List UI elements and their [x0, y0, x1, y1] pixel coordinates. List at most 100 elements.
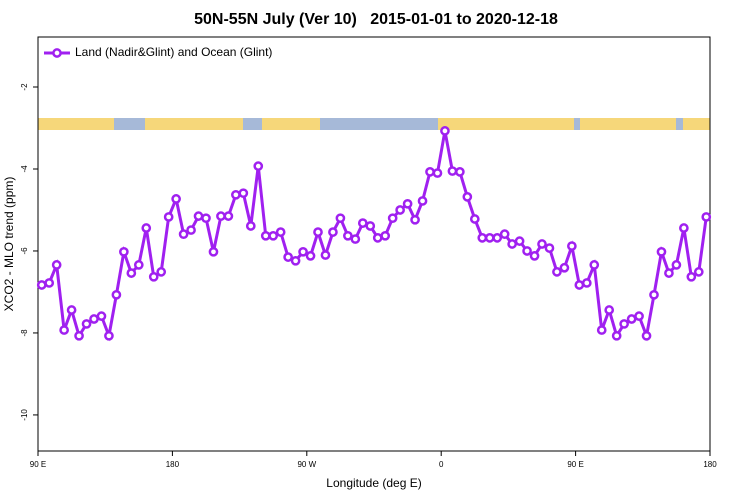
data-point — [679, 223, 689, 233]
data-point — [634, 311, 644, 321]
data-point — [492, 233, 503, 243]
data-point — [81, 319, 92, 329]
data-point — [455, 167, 465, 177]
x-tick-label: 0 — [439, 460, 444, 469]
data-point — [66, 305, 77, 315]
data-point — [462, 192, 473, 202]
data-point — [611, 330, 622, 341]
data-point — [469, 214, 480, 224]
data-point — [343, 230, 353, 241]
data-point — [208, 246, 219, 257]
data-point — [522, 246, 532, 256]
data-point — [544, 243, 555, 253]
data-point — [596, 325, 607, 335]
data-point — [148, 271, 159, 282]
data-point — [619, 319, 629, 329]
data-point — [133, 260, 144, 270]
data-point — [664, 268, 674, 278]
chart-title: 50N-55N July (Ver 10) 2015-01-01 to 2020… — [194, 11, 558, 28]
data-point — [104, 330, 114, 341]
data-point — [283, 252, 293, 262]
data-point — [275, 227, 286, 237]
data-point — [484, 233, 495, 243]
data-point — [507, 239, 517, 249]
y-axis-label: XCO2 - MLO trend (ppm) — [2, 177, 16, 312]
data-point — [119, 246, 129, 257]
plot-frame — [37, 36, 711, 452]
data-point — [260, 230, 271, 241]
data-point — [36, 280, 47, 290]
data-point — [656, 246, 667, 257]
data-point — [402, 198, 413, 209]
data-point — [290, 255, 301, 266]
data-point — [320, 250, 331, 260]
data-point — [313, 227, 323, 237]
x-tick-label: 180 — [166, 460, 180, 469]
data-point — [529, 251, 540, 261]
legend-marker — [52, 48, 62, 58]
data-point — [298, 246, 308, 257]
x-tick-label: 90 W — [297, 460, 316, 469]
land-ocean-mask — [38, 118, 710, 130]
legend-label: Land (Nadir&Glint) and Ocean (Glint) — [75, 45, 272, 59]
x-tick-label: 180 — [703, 460, 717, 469]
data-point — [238, 188, 249, 199]
y-tick-label: -8 — [20, 329, 29, 337]
data-point — [559, 262, 570, 273]
data-point — [641, 330, 652, 341]
data-point — [44, 278, 55, 288]
data-point — [74, 330, 84, 341]
data-point — [365, 221, 376, 231]
data-point — [186, 225, 196, 235]
data-point — [514, 236, 525, 246]
data-point — [372, 233, 383, 243]
data-point — [574, 280, 585, 290]
y-tick-label: -6 — [20, 247, 29, 255]
data-point — [477, 233, 488, 243]
series-line — [41, 130, 708, 342]
data-point — [223, 211, 234, 221]
data-point — [59, 325, 69, 335]
y-tick-label: -2 — [20, 83, 29, 91]
data-point — [581, 278, 592, 288]
data-point — [686, 271, 697, 282]
data-point — [410, 214, 420, 225]
data-point — [671, 260, 682, 270]
data-point — [171, 194, 181, 204]
data-point — [96, 311, 107, 321]
data-point — [156, 267, 167, 277]
data-point — [387, 213, 398, 224]
data-point — [589, 260, 600, 270]
data-point — [350, 234, 361, 244]
data-point — [440, 126, 450, 136]
data-point — [126, 268, 137, 278]
data-point — [425, 167, 435, 177]
data-point — [701, 212, 712, 222]
data-point — [193, 211, 204, 221]
data-point — [604, 305, 615, 315]
data-point — [447, 166, 458, 176]
data-point — [245, 221, 256, 231]
data-point — [89, 314, 99, 324]
x-axis-label: Longitude (deg E) — [326, 476, 421, 490]
data-point — [626, 314, 637, 324]
data-point — [51, 260, 62, 270]
data-point — [357, 218, 368, 228]
data-point — [178, 229, 189, 240]
data-point — [537, 239, 547, 249]
data-point — [253, 161, 264, 171]
data-point — [141, 223, 152, 233]
data-point — [552, 267, 562, 277]
data-point — [335, 213, 346, 224]
x-tick-label: 90 E — [30, 460, 46, 469]
data-point — [163, 212, 174, 222]
data-point — [649, 289, 659, 300]
data-point — [693, 267, 704, 277]
data-point — [432, 168, 443, 178]
data-point — [395, 205, 405, 215]
data-point — [305, 251, 316, 261]
data-point — [111, 289, 122, 300]
data-point — [499, 229, 510, 240]
x-tick-label: 90 E — [567, 460, 583, 469]
